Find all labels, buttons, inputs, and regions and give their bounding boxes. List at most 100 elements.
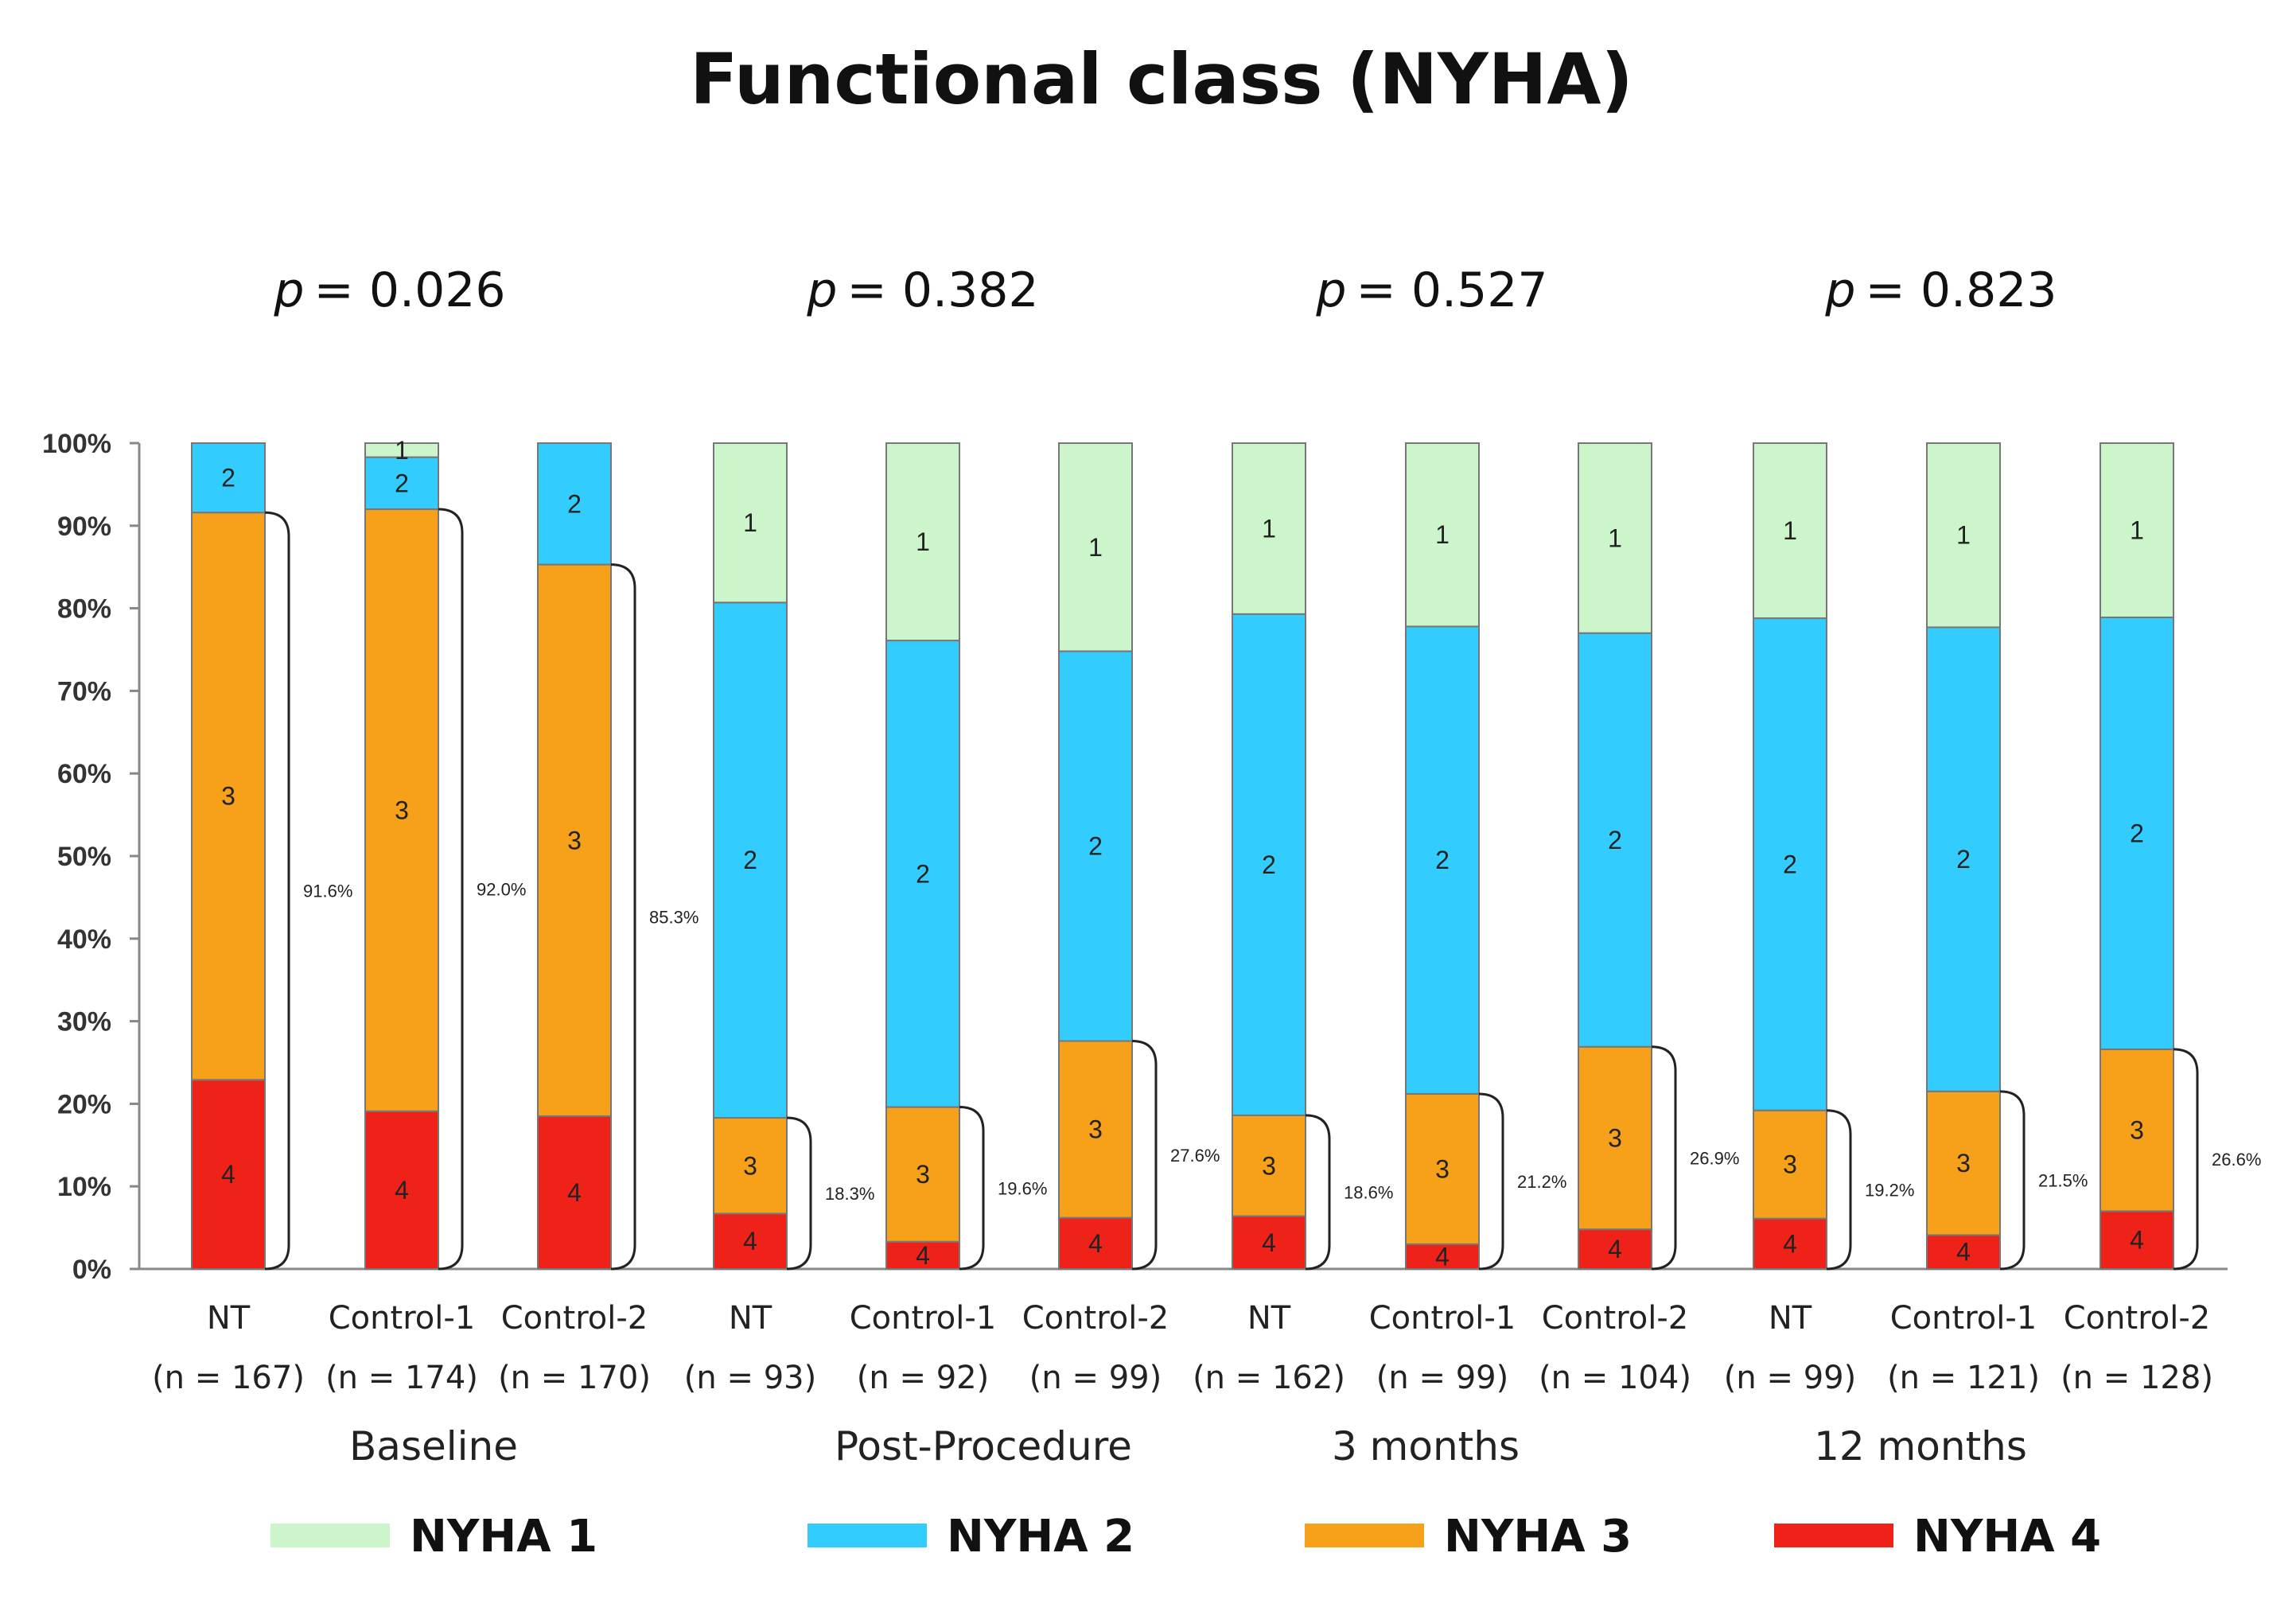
n-label: (n = 128) xyxy=(2061,1360,2213,1396)
category-label: NT xyxy=(729,1300,772,1337)
bracket-percent-label: 21.5% xyxy=(2038,1170,2088,1190)
legend-swatch xyxy=(807,1524,927,1547)
n-label: (n = 167) xyxy=(152,1360,305,1396)
p-value-number: = 0.527 xyxy=(1356,263,1547,318)
bar-segment-nyha4 xyxy=(1405,1243,1480,1270)
bracket-percent-label: 27.6% xyxy=(1170,1146,1220,1166)
segment-label-nyha2: 2 xyxy=(1783,850,1797,878)
segment-label-nyha4: 4 xyxy=(1262,1228,1276,1257)
segment-label-nyha4: 4 xyxy=(916,1241,930,1270)
segment-label-nyha2: 2 xyxy=(567,489,582,518)
bar-segment-nyha3 xyxy=(1578,1045,1652,1231)
segment-label-nyha3: 3 xyxy=(916,1160,930,1189)
p-symbol: p xyxy=(1315,263,1346,318)
bar-segment-nyha2 xyxy=(1926,626,2001,1092)
segment-label-nyha4: 4 xyxy=(1783,1229,1797,1258)
segment-label-nyha1: 1 xyxy=(1608,523,1622,552)
y-tick-label: 0% xyxy=(72,1255,111,1285)
bar-segment-nyha3 xyxy=(191,512,266,1081)
x-axis-labels: NT (n = 167) Control-1 (n = 174) Control-2 (n… xyxy=(152,1300,2213,1469)
category-label: NT xyxy=(207,1300,251,1337)
bracket-percent-label: 26.6% xyxy=(2212,1150,2261,1169)
bar-segment-nyha3 xyxy=(1753,1109,1827,1220)
segment-label-nyha3: 3 xyxy=(1956,1149,1971,1177)
n-label: (n = 104) xyxy=(1539,1360,1691,1396)
y-axis: 0% 10% 20% 30% 40% 50% 60% 70% 80% 90% 100% xyxy=(42,429,2228,1285)
p-symbol: p xyxy=(1824,263,1855,318)
legend: NYHA 1 NYHA 2 NYHA 3 NYHA 4 xyxy=(270,1511,2101,1563)
bar-segment-nyha3 xyxy=(1926,1090,2001,1236)
segment-label-nyha1: 1 xyxy=(916,527,930,556)
category-label: Control-2 xyxy=(1022,1300,1169,1337)
p-symbol: p xyxy=(273,263,304,318)
bar-segment-nyha1 xyxy=(1578,442,1652,634)
legend-swatch xyxy=(1774,1524,1893,1547)
bracket xyxy=(264,511,290,1271)
bar-segment-nyha1 xyxy=(364,442,439,458)
bracket xyxy=(1131,1040,1158,1271)
bracket-percent-label: 19.2% xyxy=(1865,1180,1914,1200)
group-label: 3 months xyxy=(1332,1423,1520,1469)
bar-segment-nyha3 xyxy=(364,508,439,1112)
bar-segment-nyha3 xyxy=(1232,1114,1306,1217)
bar-segment-nyha2 xyxy=(885,640,960,1108)
bracket-percent-label: 21.2% xyxy=(1517,1172,1566,1192)
bar-segment-nyha1 xyxy=(1926,442,2001,629)
bracket xyxy=(786,1116,812,1271)
bar-segment-nyha4 xyxy=(2099,1210,2174,1270)
category-label: Control-2 xyxy=(501,1300,648,1337)
segment-label-nyha1: 1 xyxy=(1956,521,1971,550)
segment-label-nyha3: 3 xyxy=(1608,1123,1622,1152)
y-tick-label: 10% xyxy=(57,1172,111,1202)
segment-label-nyha2: 2 xyxy=(1435,846,1450,874)
segment-label-nyha3: 3 xyxy=(1262,1151,1276,1180)
segment-label-nyha3: 3 xyxy=(221,782,235,811)
bar-segment-nyha4 xyxy=(885,1240,960,1270)
y-tick-label: 70% xyxy=(57,676,111,706)
y-tick-label: 60% xyxy=(57,759,111,789)
category-label: NT xyxy=(1769,1300,1812,1337)
n-label: (n = 99) xyxy=(1376,1360,1508,1396)
bar-segment-nyha4 xyxy=(364,1110,439,1270)
category-label: Control-1 xyxy=(850,1300,996,1337)
bracket-percent-label: 18.3% xyxy=(825,1184,874,1204)
segment-label-nyha3: 3 xyxy=(743,1151,757,1180)
y-tick-label: 30% xyxy=(57,1007,111,1037)
y-tick-label: 20% xyxy=(57,1089,111,1119)
segment-label-nyha2: 2 xyxy=(1262,850,1276,879)
bar-segment-nyha2 xyxy=(191,442,266,514)
p-value-label: p = 0.823 xyxy=(1824,263,2057,318)
n-label: (n = 93) xyxy=(684,1360,816,1396)
bracket xyxy=(1305,1114,1331,1271)
category-label: Control-1 xyxy=(329,1300,475,1337)
segment-label-nyha4: 4 xyxy=(567,1178,582,1207)
bracket-percent-label: 92.0% xyxy=(477,880,526,900)
segment-label-nyha1: 1 xyxy=(1435,520,1450,549)
legend-label: NYHA 1 xyxy=(410,1511,597,1563)
segment-label-nyha2: 2 xyxy=(395,469,409,497)
bar-segment-nyha3 xyxy=(1058,1040,1133,1219)
bracket-percent-label: 18.6% xyxy=(1344,1182,1393,1202)
segment-label-nyha4: 4 xyxy=(1956,1238,1971,1267)
p-value-number: = 0.026 xyxy=(313,263,505,318)
category-label: Control-1 xyxy=(1369,1300,1516,1337)
y-tick-label: 100% xyxy=(42,429,111,459)
segment-label-nyha2: 2 xyxy=(2130,819,2144,847)
segment-label-nyha2: 2 xyxy=(1088,832,1103,861)
segment-label-nyha4: 4 xyxy=(743,1227,757,1255)
bar-segment-nyha4 xyxy=(1578,1228,1652,1271)
y-tick-label: 80% xyxy=(57,594,111,625)
bracket-percent-label: 91.6% xyxy=(303,881,352,901)
segment-label-nyha1: 1 xyxy=(2130,516,2144,545)
bar-segment-nyha2 xyxy=(1232,613,1306,1116)
bar-segment-nyha2 xyxy=(2099,617,2174,1050)
p-value-row: p = 0.026 p = 0.382 p = 0.527 p = 0.823 xyxy=(273,263,2057,318)
bar-segment-nyha2 xyxy=(1405,625,1480,1095)
n-label: (n = 99) xyxy=(1724,1360,1856,1396)
segment-label-nyha1: 1 xyxy=(1262,514,1276,543)
p-value-label: p = 0.382 xyxy=(806,263,1038,318)
y-tick-label: 90% xyxy=(57,512,111,542)
segment-label-nyha3: 3 xyxy=(1783,1150,1797,1179)
bracket xyxy=(438,508,464,1271)
bar-segment-nyha4 xyxy=(191,1079,266,1270)
